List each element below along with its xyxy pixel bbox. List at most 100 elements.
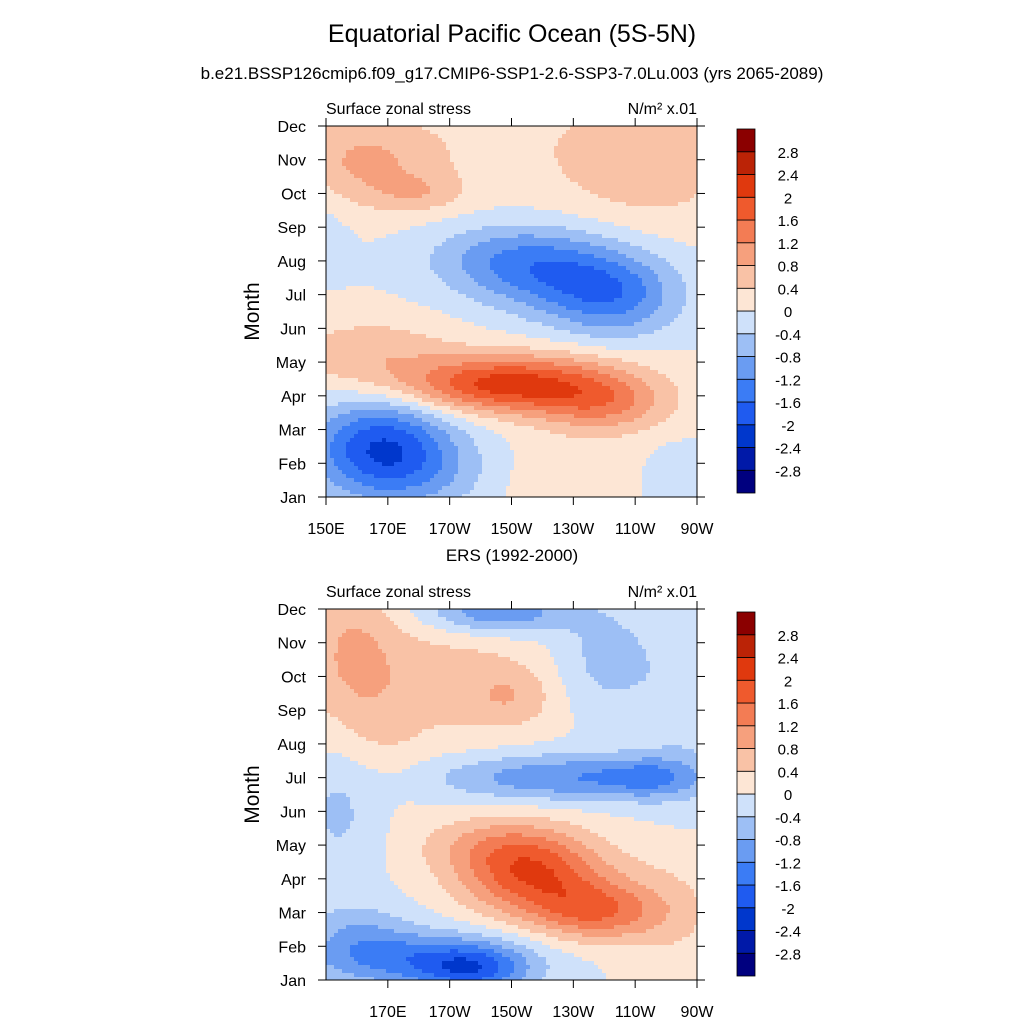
y-tick-label: Sep bbox=[278, 703, 307, 720]
colorbar-label: -1.6 bbox=[775, 395, 801, 412]
colorbar-label: -0.8 bbox=[775, 350, 801, 367]
colorbar-label: -1.2 bbox=[775, 372, 801, 389]
panel-label-units: N/m² x.01 bbox=[628, 101, 697, 118]
y-tick-label: Feb bbox=[278, 456, 306, 473]
y-tick-label: Aug bbox=[278, 737, 306, 754]
colorbar-swatch bbox=[736, 839, 756, 863]
colorbar-swatch bbox=[736, 657, 756, 681]
x-tick-label: 150W bbox=[491, 521, 534, 538]
colorbar-label: -2.4 bbox=[775, 441, 801, 458]
colorbar-swatch bbox=[736, 287, 756, 312]
colorbar-label: 0.4 bbox=[778, 764, 799, 781]
y-tick-label: Jul bbox=[286, 771, 306, 788]
x-tick-label: 90W bbox=[681, 521, 715, 538]
y-tick-label: Oct bbox=[281, 186, 306, 203]
y-tick-label: Nov bbox=[278, 636, 306, 653]
x-tick-label: 90W bbox=[681, 1004, 715, 1021]
panel-label-units: N/m² x.01 bbox=[628, 584, 697, 601]
y-tick-label: May bbox=[276, 838, 306, 855]
colorbar-swatch bbox=[736, 861, 756, 886]
x-tick-label: 170W bbox=[429, 1004, 472, 1021]
y-tick-label: Mar bbox=[278, 906, 306, 923]
colorbar-label: -2.4 bbox=[775, 924, 801, 941]
x-tick-label: 150W bbox=[491, 1004, 534, 1021]
colorbar-swatch bbox=[736, 333, 756, 357]
colorbar-label: 2 bbox=[784, 190, 792, 207]
y-tick-label: Jun bbox=[280, 321, 306, 338]
x-tick-label: 110W bbox=[615, 521, 657, 538]
colorbar-swatch bbox=[736, 424, 756, 448]
colorbar-swatch bbox=[736, 816, 756, 840]
colorbar-label: -1.6 bbox=[775, 878, 801, 895]
y-axis-label: Month bbox=[241, 765, 264, 823]
y-tick-label: Sep bbox=[278, 220, 307, 237]
colorbar-swatch bbox=[736, 907, 756, 931]
colorbar-swatch bbox=[736, 378, 756, 403]
chart-subtitle: b.e21.BSSP126cmip6.f09_g17.CMIP6-SSP1-2.… bbox=[200, 64, 824, 83]
colorbar-label: 1.2 bbox=[778, 236, 799, 253]
colorbar-swatch bbox=[736, 725, 756, 749]
colorbar-swatch bbox=[736, 447, 756, 471]
x-tick-label: 170E bbox=[369, 1004, 406, 1021]
colorbar-swatch bbox=[736, 401, 756, 426]
colorbar-label: 2.4 bbox=[778, 651, 799, 668]
colorbar-label: -2 bbox=[781, 418, 794, 435]
x-tick-label: 150E bbox=[307, 521, 344, 538]
colorbar-swatch bbox=[736, 151, 756, 175]
panel-label-left: Surface zonal stress bbox=[326, 101, 471, 118]
colorbar-swatch bbox=[736, 265, 756, 289]
panel-label-left: Surface zonal stress bbox=[326, 584, 471, 601]
colorbar-label: 1.6 bbox=[778, 213, 799, 230]
x-tick-label: 170W bbox=[429, 521, 472, 538]
colorbar-swatch bbox=[736, 469, 756, 494]
colorbar-swatch bbox=[736, 611, 756, 636]
y-tick-label: Jul bbox=[286, 288, 306, 305]
colorbar: -2.8 -2.4 -2 -1.6 -1.2 -0.8 -0.4 0 0.4 0.8 1.2 1.6 2… bbox=[736, 128, 801, 494]
colorbar-swatch bbox=[736, 634, 756, 658]
y-tick-label: Jan bbox=[280, 973, 306, 990]
y-tick-label: Dec bbox=[278, 602, 306, 619]
y-tick-label: Dec bbox=[278, 119, 306, 136]
y-tick-label: May bbox=[276, 355, 306, 372]
y-tick-label: Jan bbox=[280, 490, 306, 507]
colorbar-swatch bbox=[736, 884, 756, 909]
y-tick-label: Aug bbox=[278, 254, 306, 271]
colorbar-swatch bbox=[736, 679, 756, 704]
panel-2-title: ERS (1992-2000) bbox=[445, 546, 579, 565]
y-tick-label: Mar bbox=[278, 423, 306, 440]
colorbar-label: 2.4 bbox=[778, 168, 799, 185]
colorbar-swatch bbox=[736, 770, 756, 795]
contour-field bbox=[326, 609, 698, 981]
y-tick-label: Jun bbox=[280, 804, 306, 821]
colorbar-label: 0.8 bbox=[778, 742, 799, 759]
panel-1: Jan Feb Mar Apr May Jun Jul Aug Sep Oct Nov Dec 150E… bbox=[241, 101, 801, 538]
colorbar-label: 2.8 bbox=[778, 628, 799, 645]
panel-2: Jan Feb Mar Apr May Jun Jul Aug Sep Oct Nov Dec 170E… bbox=[241, 584, 801, 1021]
y-axis-label: Month bbox=[241, 282, 264, 340]
colorbar-swatch bbox=[736, 356, 756, 380]
colorbar: -2.8 -2.4 -2 -1.6 -1.2 -0.8 -0.4 0 0.4 0.8 1.2 1.6 2… bbox=[736, 611, 801, 977]
colorbar-swatch bbox=[736, 174, 756, 198]
colorbar-swatch bbox=[736, 242, 756, 266]
colorbar-label: 2.8 bbox=[778, 145, 799, 162]
colorbar-label: -0.4 bbox=[775, 810, 801, 827]
chart-title: Equatorial Pacific Ocean (5S-5N) bbox=[327, 20, 697, 48]
colorbar-swatch bbox=[736, 952, 756, 977]
y-tick-label: Apr bbox=[281, 389, 307, 406]
colorbar-label: 0 bbox=[784, 787, 792, 804]
colorbar-label: 1.2 bbox=[778, 719, 799, 736]
y-tick-label: Apr bbox=[281, 872, 307, 889]
colorbar-swatch bbox=[736, 702, 756, 727]
colorbar-swatch bbox=[736, 310, 756, 335]
colorbar-label: 2 bbox=[784, 673, 792, 690]
colorbar-label: 0.8 bbox=[778, 259, 799, 276]
x-tick-label: 170E bbox=[369, 521, 406, 538]
y-tick-label: Nov bbox=[278, 153, 306, 170]
y-tick-label: Oct bbox=[281, 669, 306, 686]
colorbar-label: 0 bbox=[784, 304, 792, 321]
colorbar-label: -2 bbox=[781, 901, 794, 918]
colorbar-label: -1.2 bbox=[775, 855, 801, 872]
colorbar-swatch bbox=[736, 196, 756, 221]
colorbar-label: 0.4 bbox=[778, 281, 799, 298]
